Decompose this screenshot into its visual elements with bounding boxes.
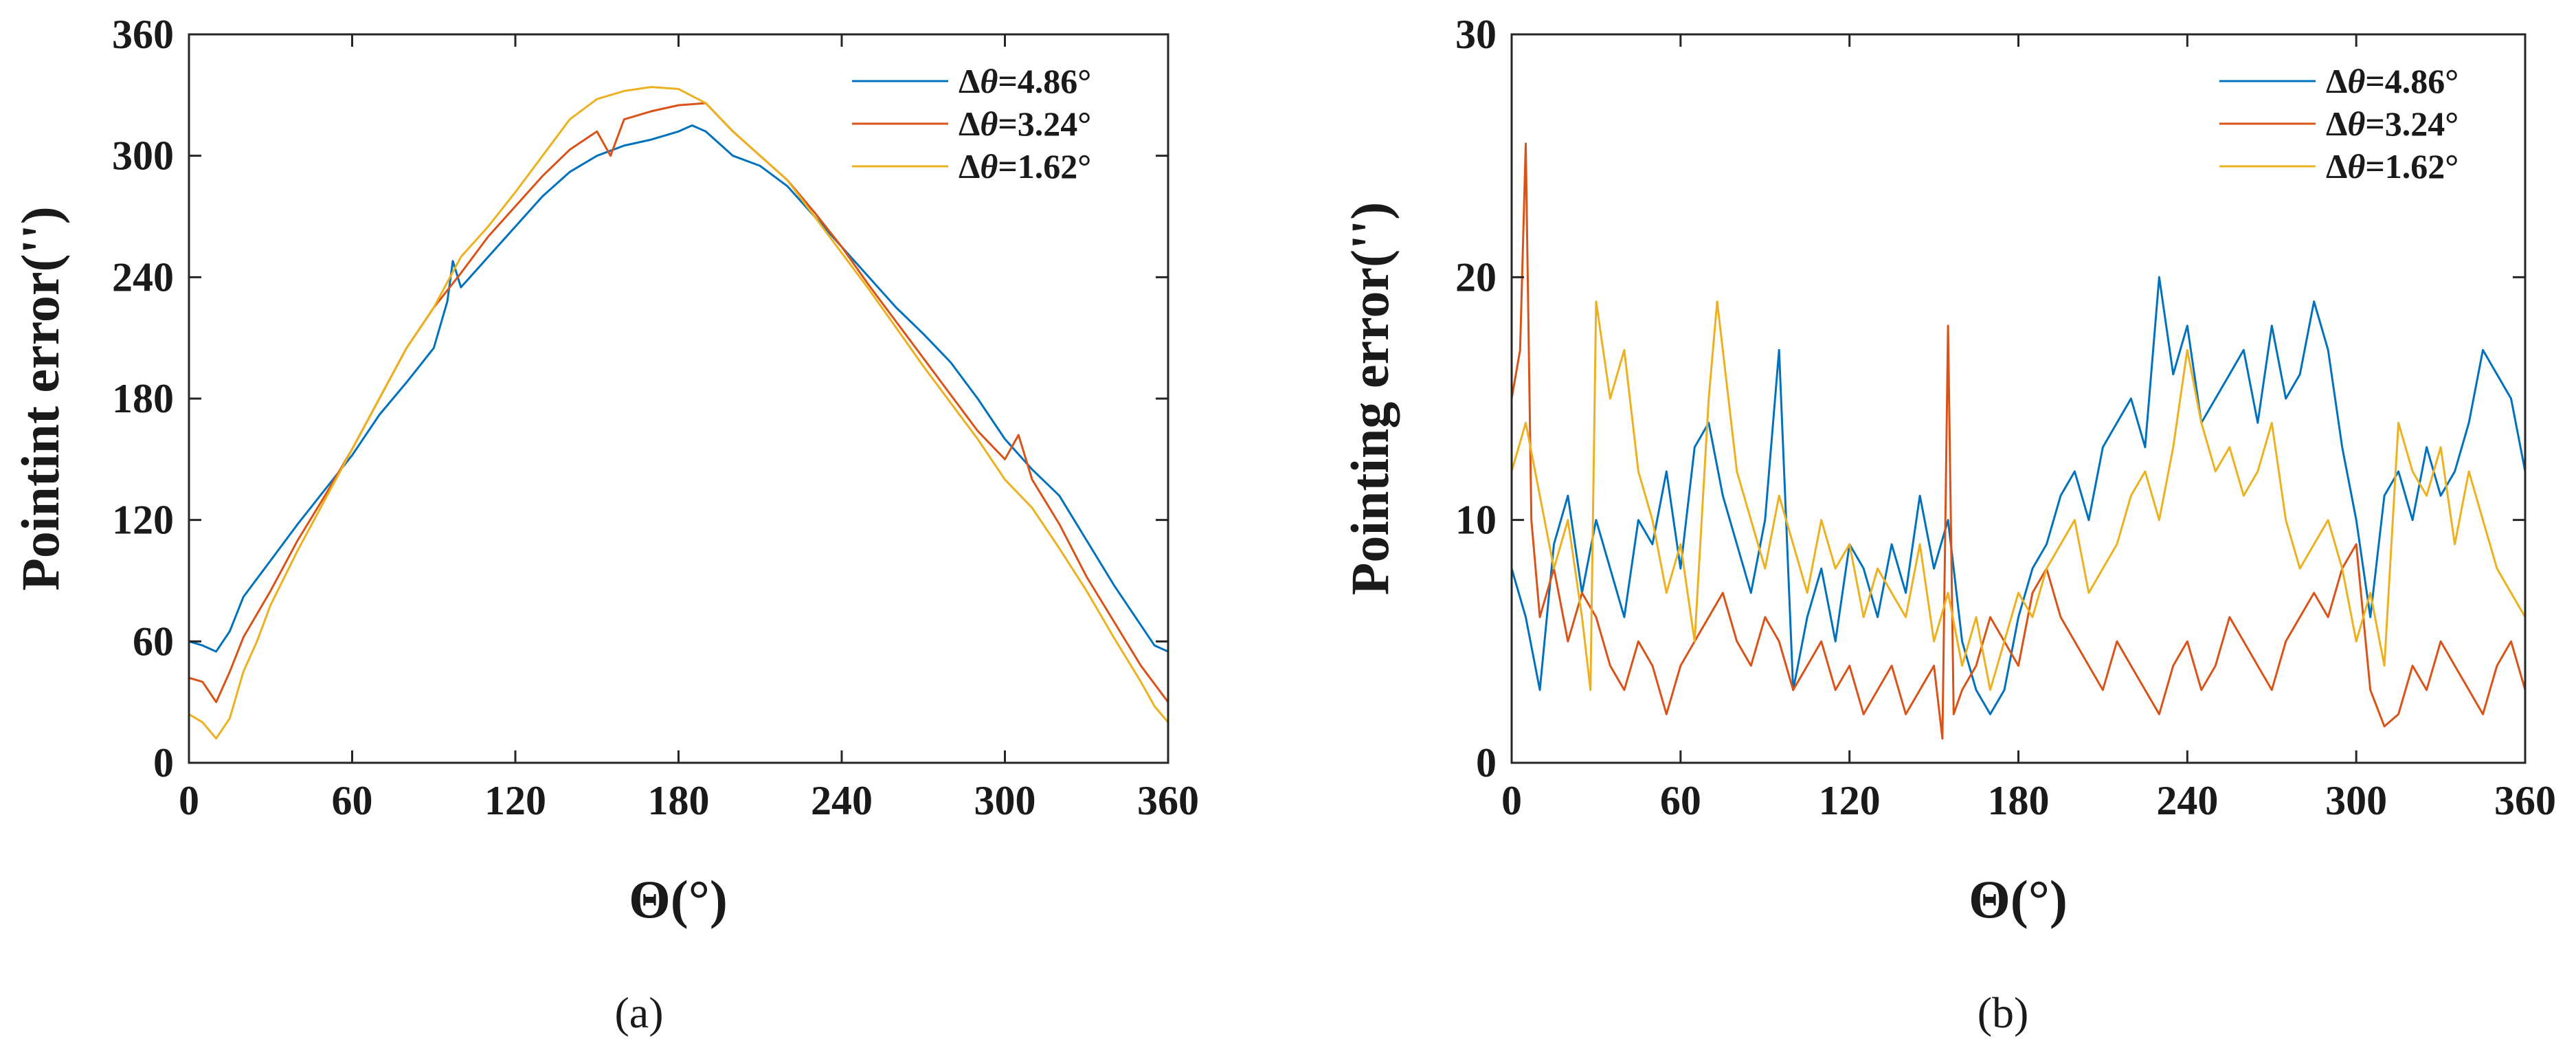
panel-a-ytick-label: 300 [112,133,174,179]
panel-b-ytick-label: 0 [1476,740,1497,785]
panel-a-legend-label-1: Δθ=4.86° [959,62,1091,100]
panel-a-xtick-labels: 0 60 120 180 240 300 360 [179,778,1199,823]
panel-b-legend: Δθ=4.86° Δθ=3.24° Δθ=1.62° [2219,62,2459,186]
panel-b-ytick-labels: 0 10 20 30 [1455,12,1497,785]
panel-a-series-line-1 [188,124,1169,653]
panel-b-ytick-label: 20 [1455,254,1497,300]
panel-a-legend-label-3: Δθ=1.62° [959,147,1091,186]
panel-a-x-axis-title: Θ(°) [629,869,728,929]
panel-b-series-line-2 [1510,142,2527,740]
panel-a-label: (a) [614,988,663,1037]
panel-b-xtick-label: 0 [1501,778,1522,823]
panel-a-xtick-label: 360 [1137,778,1199,823]
panel-b-xtick-labels: 0 60 120 180 240 300 360 [1501,778,2556,823]
panel-b-xtick-label: 120 [1819,778,1881,823]
panel-a-ytick-label: 180 [112,376,174,421]
panel-a-xtick-label: 120 [484,778,546,823]
panel-b-plot-box [1510,33,2527,764]
panel-a-xtick-label: 60 [332,778,373,823]
panel-b-xtick-label: 60 [1660,778,1701,823]
panel-a-ytick-label: 240 [112,254,174,300]
panel-a-series-line-2 [188,102,1169,704]
panel-a-ytick-label: 0 [153,740,174,785]
panel-a-series-line-3 [188,86,1169,740]
panel-a-ytick-label: 60 [133,618,174,664]
panel-b-series-line-1 [1510,276,2527,715]
panel-b-xtick-label: 240 [2156,778,2218,823]
panel-a-ytick-labels: 0 60 120 180 240 300 360 [112,12,174,785]
panel-a-chart: 0 60 120 180 240 300 360 0 60 120 180 240 300 360 Θ(… [10,12,1199,1037]
panel-b-chart: 0 60 120 180 240 300 360 0 10 20 30 Θ(°) Pointing… [1340,12,2556,1037]
panel-a-series [188,86,1169,740]
panel-a-legend-label-2: Δθ=3.24° [959,104,1091,143]
panel-a-xtick-label: 0 [179,778,199,823]
panel-b-xtick-label: 300 [2325,778,2387,823]
panel-a-xtick-label: 180 [648,778,710,823]
panel-b-legend-label-1: Δθ=4.86° [2326,62,2459,100]
panel-b-ytick-label: 30 [1455,12,1497,57]
panel-a-xtick-label: 240 [811,778,873,823]
panel-b-legend-label-3: Δθ=1.62° [2326,147,2459,186]
panel-b-xtick-label: 180 [1988,778,2050,823]
panel-b-ytick-label: 10 [1455,498,1497,543]
panel-a-y-axis-title: Pointint error('') [10,206,70,591]
panel-b-series [1510,142,2527,740]
panel-b-x-axis-title: Θ(°) [1969,869,2068,929]
panel-b-xtick-label: 360 [2494,778,2556,823]
panel-a-legend: Δθ=4.86° Δθ=3.24° Δθ=1.62° [852,62,1091,186]
panel-b-label: (b) [1978,988,2029,1037]
panel-a-plot-box [188,33,1169,764]
panel-b-y-axis-title: Pointing error('') [1340,202,1400,596]
panel-b-ticks [1510,33,2527,764]
panel-b-legend-label-2: Δθ=3.24° [2326,104,2459,143]
panel-a-ytick-label: 120 [112,498,174,543]
panel-b-series-line-3 [1510,300,2527,691]
panel-a-xtick-label: 300 [974,778,1036,823]
panel-a-ytick-label: 360 [112,12,174,57]
panel-a-ticks [188,33,1169,764]
